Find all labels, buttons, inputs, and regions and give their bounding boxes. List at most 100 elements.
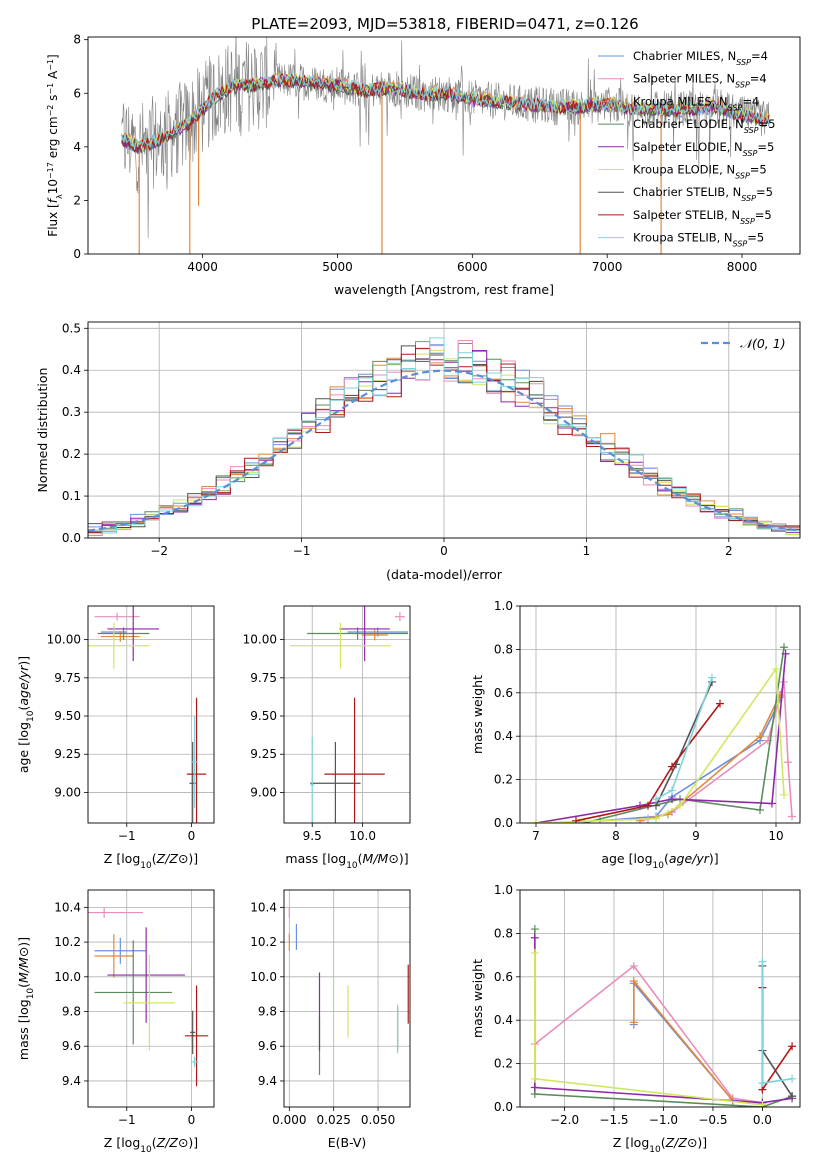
x-tick-label: −2 — [150, 544, 168, 558]
x-tick-label: 9.5 — [303, 829, 322, 843]
x-axis-label: E(B-V) — [328, 1135, 367, 1150]
plot-area — [288, 907, 409, 1075]
x-tick-label: 7 — [532, 829, 540, 843]
model-fit-line — [121, 72, 770, 149]
mass-weight-marker — [530, 1074, 539, 1083]
mass-weight-marker — [636, 816, 644, 823]
legend-label: Salpeter ELODIE, NSSP=5 — [633, 140, 774, 158]
legend-label: Chabrier ELODIE, NSSP=5 — [633, 117, 775, 135]
y-tick-label: 9.6 — [258, 1039, 277, 1053]
mass-weight-marker — [781, 649, 790, 658]
mass-weight-marker — [758, 957, 767, 966]
mass-weight-marker — [784, 758, 792, 767]
x-tick-label: −1 — [118, 829, 136, 843]
legend-label: Chabrier MILES, NSSP=4 — [633, 49, 768, 67]
legend-label: Chabrier STELIB, NSSP=5 — [633, 185, 773, 203]
plot-area — [121, 37, 770, 254]
axes-frame — [87, 36, 801, 255]
mass-weight-marker — [636, 801, 644, 810]
y-tick-label: 0.4 — [62, 363, 81, 377]
y-axis-label: mass weight — [470, 675, 485, 754]
y-tick-label: 1.0 — [494, 599, 513, 613]
legend-label: Kroupa STELIB, NSSP=5 — [633, 231, 764, 249]
y-tick-label: 9.25 — [250, 747, 277, 761]
x-tick-label: 10.0 — [349, 829, 376, 843]
x-tick-label: 0.0 — [753, 1113, 772, 1127]
y-axis-label: Normed distribution — [35, 368, 50, 493]
x-axis-label: Z [log10(Z/Z⊙)] — [104, 1135, 198, 1155]
y-tick-label: 0.1 — [62, 489, 81, 503]
mass-weight-marker — [530, 948, 539, 957]
y-tick-label: 10.0 — [54, 970, 81, 984]
x-tick-label: 4000 — [187, 260, 218, 274]
y-tick-label: 0.8 — [494, 926, 513, 940]
mass-weight-marker — [788, 1092, 797, 1101]
y-tick-label: 9.6 — [62, 1039, 81, 1053]
y-tick-label: 9.4 — [258, 1074, 277, 1088]
x-tick-label: 7000 — [592, 260, 623, 274]
mass-weight-line — [761, 966, 793, 1097]
y-tick-label: 10.2 — [250, 935, 277, 949]
plot-area — [532, 643, 796, 823]
mass-weight-marker — [716, 699, 724, 708]
age-vs-mass-plot: 9.5 10.0 9.00 9.25 9.50 9.75 10.00 mass [log10(… — [243, 605, 411, 871]
mass-weight-line — [633, 981, 763, 1104]
axes-frame — [87, 321, 801, 539]
mass-weight-marker — [629, 977, 638, 986]
y-tick-label: 6 — [73, 86, 81, 100]
y-axis-label: Flux [fλ10−17 erg cm−2 s−1 A−1] — [46, 54, 64, 236]
mass-weight-line — [535, 666, 785, 823]
mass-weight-marker — [629, 961, 638, 970]
x-tick-label: −0.5 — [698, 1113, 727, 1127]
legend-label: Kroupa MILES, NSSP=4 — [633, 94, 759, 112]
age-vs-metallicity-plot: −1 0 9.00 9.25 9.50 9.75 10.00 Z [log10(Z/Z⊙)] a… — [16, 605, 215, 871]
y-tick-label: 10.4 — [54, 900, 81, 914]
y-tick-label: 10.0 — [250, 970, 277, 984]
mass-weight-marker — [768, 799, 776, 808]
x-tick-label: −1 — [118, 1113, 136, 1127]
y-tick-label: 0 — [73, 247, 81, 261]
mass-weight-line — [633, 978, 763, 1106]
x-tick-label: 8 — [612, 829, 620, 843]
mass-weight-marker — [668, 786, 676, 795]
x-tick-label: −1.5 — [599, 1113, 628, 1127]
y-tick-label: 9.8 — [62, 1005, 81, 1019]
mass-weight-vs-age-plot: 7 8 9 10 0.0 0.2 0.4 0.6 0.8 1.0 age [log10(age/yr… — [470, 599, 801, 871]
mass-weight-marker — [668, 762, 676, 771]
mass-weight-marker — [780, 790, 788, 799]
x-axis-label: Z [log10(Z/Z⊙)] — [104, 851, 198, 871]
x-axis-label: Z [log10(Z/Z⊙)] — [613, 1135, 707, 1155]
x-tick-label: 1 — [583, 544, 591, 558]
legend-label: 𝒩(0, 1) — [740, 336, 786, 351]
y-axis-label: mass [log10(M/M⊙)] — [16, 937, 36, 1060]
mass-weight-marker — [629, 1018, 638, 1027]
x-tick-label: 9 — [692, 829, 700, 843]
x-tick-label: 6000 — [457, 260, 488, 274]
axes-frame — [519, 889, 801, 1108]
plot-area — [88, 337, 800, 536]
plot-area — [530, 925, 797, 1107]
mass-weight-line — [655, 677, 713, 800]
y-tick-label: 0.2 — [494, 1057, 513, 1071]
y-tick-label: 0.3 — [62, 405, 81, 419]
x-tick-label: 0 — [188, 829, 196, 843]
x-tick-label: 0 — [440, 544, 448, 558]
residuals-plot: −2 −1 0 1 2 0.0 0.1 0.2 0.3 0.4 0.5 𝒩(0, 1) (data-mo… — [35, 321, 801, 582]
mass-weight-marker — [668, 795, 676, 804]
mass-weight-marker — [580, 819, 588, 823]
mass-weight-marker — [780, 643, 788, 652]
figure-title: PLATE=2093, MJD=53818, FIBERID=0471, z=0… — [251, 15, 638, 33]
x-tick-label: 5000 — [322, 260, 353, 274]
y-axis-label: mass weight — [470, 959, 485, 1038]
x-axis-label: wavelength [Angstrom, rest frame] — [334, 282, 554, 297]
mass-weight-marker — [708, 673, 716, 682]
x-tick-label: 2 — [725, 544, 733, 558]
mass-weight-marker — [758, 1079, 767, 1088]
y-tick-label: 0.8 — [494, 642, 513, 656]
y-tick-label: 0.5 — [62, 321, 81, 335]
mass-weight-marker — [530, 933, 539, 942]
y-tick-label: 9.75 — [54, 671, 81, 685]
axes-frame — [87, 605, 215, 824]
y-tick-label: 8 — [73, 33, 81, 47]
y-tick-label: 9.50 — [54, 709, 81, 723]
